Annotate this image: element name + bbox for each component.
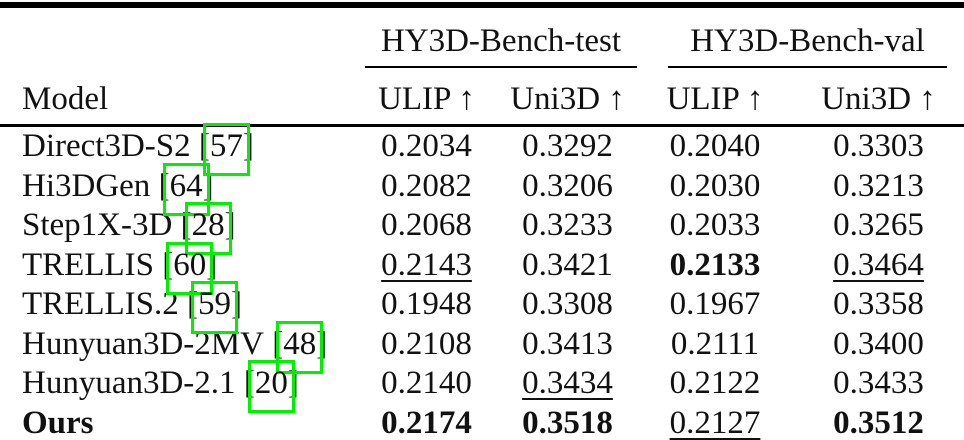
metric-value: 0.3413: [522, 325, 613, 362]
metric-value: 0.2111: [670, 325, 760, 362]
group-header-test: HY3D-Bench-test: [365, 8, 637, 68]
model-cell: Step1X-3D [28]: [22, 202, 236, 256]
model-cell: Hunyuan3D-2MV [48]: [22, 320, 328, 374]
group-header-spacer: [0, 8, 355, 66]
model-name: TRELLIS.2: [22, 286, 179, 323]
group-header-val-label: HY3D-Bench-val: [690, 23, 925, 59]
metric-value: 0.3213: [833, 167, 924, 204]
metric-value: 0.2122: [669, 365, 761, 402]
metric-value: 0.2143: [381, 246, 472, 283]
metric-value: 0.3464: [833, 246, 924, 283]
model-cell: Ours: [0, 404, 355, 440]
metric-value: 0.2030: [669, 167, 761, 204]
metric-value: 0.3308: [522, 286, 613, 323]
metric-value: 0.3292: [522, 128, 613, 165]
metric-value: 0.3433: [833, 365, 924, 402]
model-cell: Hunyuan3D-2.1 [20]: [22, 360, 299, 414]
model-cell: Direct3D-S2 [57]: [22, 123, 254, 177]
group-header-val: HY3D-Bench-val: [668, 8, 947, 68]
model-name: Step1X-3D: [22, 207, 173, 244]
column-header-ulip-test-label: ULIP ↑: [378, 81, 475, 117]
metric-value: 0.3265: [833, 207, 924, 244]
model-name: Hunyuan3D-2MV: [22, 325, 264, 362]
metric-value: 0.2034: [381, 128, 472, 165]
table-grid: HY3D-Bench-test HY3D-Bench-val Model ULI…: [0, 8, 964, 440]
citation-link[interactable]: 20: [247, 360, 295, 414]
model-cell: TRELLIS.2 [59]: [22, 281, 242, 335]
citation-link[interactable]: 64: [162, 162, 210, 216]
metric-value: 0.2033: [669, 207, 761, 244]
model-cell: TRELLIS [60]: [22, 241, 218, 295]
metric-value: 0.2127: [669, 404, 761, 440]
citation-link[interactable]: 60: [166, 241, 214, 295]
top-rule: [0, 2, 964, 8]
column-header-model: Model: [0, 68, 355, 124]
metric-value: 0.2082: [381, 167, 472, 204]
column-header-ulip-test: ULIP ↑: [355, 68, 498, 124]
citation-link[interactable]: 28: [184, 202, 232, 256]
metric-value: 0.2040: [669, 128, 761, 165]
model-name: Hunyuan3D-2.1: [22, 365, 236, 402]
column-header-model-label: Model: [22, 81, 109, 117]
metric-value: 0.3233: [522, 207, 613, 244]
metric-value: 0.3303: [833, 128, 924, 165]
column-header-uni3d-val-label: Uni3D ↑: [821, 81, 936, 117]
metric-value: 0.1948: [381, 286, 472, 323]
model-name: Hi3DGen: [22, 167, 151, 204]
model-name: Ours: [22, 404, 94, 440]
model-name: TRELLIS: [22, 246, 154, 283]
citation-link[interactable]: 48: [276, 320, 324, 374]
mid-rule: [0, 124, 964, 127]
metric-value: 0.3206: [522, 167, 613, 204]
model-cell: Hi3DGen [64]: [22, 162, 214, 216]
metric-value: 0.2108: [381, 325, 472, 362]
metric-value: 0.3434: [522, 365, 613, 402]
metric-value: 0.3512: [833, 404, 924, 440]
metric-value: 0.3518: [522, 404, 613, 440]
metric-value: 0.2140: [381, 365, 472, 402]
metric-value: 0.3421: [522, 246, 613, 283]
group-header-test-label: HY3D-Bench-test: [380, 23, 622, 59]
column-header-ulip-val: ULIP ↑: [637, 68, 793, 124]
metric-value: 0.2068: [381, 207, 472, 244]
column-header-ulip-val-label: ULIP ↑: [666, 81, 764, 117]
citation-link[interactable]: 59: [190, 281, 238, 335]
metric-value: 0.1967: [669, 286, 761, 323]
column-header-uni3d-val: Uni3D ↑: [793, 68, 964, 124]
model-name: Direct3D-S2: [22, 128, 191, 165]
column-header-uni3d-test-label: Uni3D ↑: [510, 81, 625, 117]
citation-link[interactable]: 57: [202, 123, 250, 177]
metric-value: 0.3400: [833, 325, 924, 362]
column-header-uni3d-test: Uni3D ↑: [498, 68, 637, 124]
metric-value: 0.2133: [669, 246, 761, 283]
metric-value: 0.2174: [381, 404, 472, 440]
metric-value: 0.3358: [833, 286, 924, 323]
